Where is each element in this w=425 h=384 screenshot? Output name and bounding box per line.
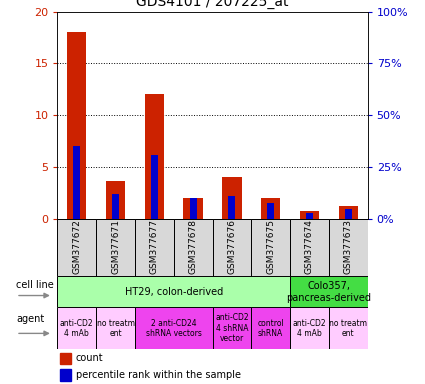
Text: no treatm
ent: no treatm ent — [329, 319, 367, 338]
Bar — [135, 307, 212, 349]
Text: 2 anti-CD24
shRNA vectors: 2 anti-CD24 shRNA vectors — [146, 319, 201, 338]
Text: GSM377677: GSM377677 — [150, 219, 159, 274]
Title: GDS4101 / 207225_at: GDS4101 / 207225_at — [136, 0, 289, 9]
Text: GSM377675: GSM377675 — [266, 219, 275, 274]
Bar — [144, 94, 164, 219]
Bar — [184, 198, 203, 219]
Bar — [290, 219, 329, 276]
Bar — [339, 207, 358, 219]
Text: GSM377676: GSM377676 — [227, 219, 236, 274]
Bar — [261, 198, 280, 219]
Text: percentile rank within the sample: percentile rank within the sample — [76, 370, 241, 380]
Bar — [60, 369, 71, 381]
Bar — [345, 209, 352, 219]
Text: GSM377678: GSM377678 — [189, 219, 198, 274]
Bar — [73, 146, 80, 219]
Bar — [57, 307, 96, 349]
Text: anti-CD2
4 mAb: anti-CD2 4 mAb — [60, 319, 94, 338]
Bar — [306, 213, 313, 219]
Bar — [190, 198, 197, 219]
Text: Colo357,
pancreas-derived: Colo357, pancreas-derived — [286, 281, 371, 303]
Bar — [174, 219, 212, 276]
Bar — [329, 307, 368, 349]
Bar — [300, 210, 319, 219]
Bar — [212, 219, 251, 276]
Bar — [57, 276, 290, 307]
Bar — [60, 353, 71, 364]
Bar — [106, 180, 125, 219]
Bar — [151, 155, 158, 219]
Bar — [67, 32, 86, 219]
Text: count: count — [76, 353, 104, 363]
Bar — [290, 276, 368, 307]
Text: agent: agent — [16, 314, 44, 324]
Text: GSM377671: GSM377671 — [111, 219, 120, 274]
Bar — [222, 177, 241, 219]
Bar — [212, 307, 251, 349]
Bar — [251, 219, 290, 276]
Bar — [267, 204, 274, 219]
Text: anti-CD2
4 shRNA
vector: anti-CD2 4 shRNA vector — [215, 313, 249, 343]
Bar — [96, 307, 135, 349]
Bar — [228, 196, 235, 219]
Bar — [96, 219, 135, 276]
Text: control
shRNA: control shRNA — [257, 319, 284, 338]
Bar — [290, 307, 329, 349]
Text: cell line: cell line — [16, 280, 54, 290]
Text: GSM377673: GSM377673 — [344, 219, 353, 274]
Bar — [57, 219, 96, 276]
Bar — [329, 219, 368, 276]
Text: no treatm
ent: no treatm ent — [96, 319, 135, 338]
Bar — [112, 194, 119, 219]
Text: anti-CD2
4 mAb: anti-CD2 4 mAb — [293, 319, 326, 338]
Text: GSM377674: GSM377674 — [305, 219, 314, 274]
Text: GSM377672: GSM377672 — [72, 219, 81, 274]
Bar — [135, 219, 174, 276]
Text: HT29, colon-derived: HT29, colon-derived — [125, 287, 223, 297]
Bar — [251, 307, 290, 349]
